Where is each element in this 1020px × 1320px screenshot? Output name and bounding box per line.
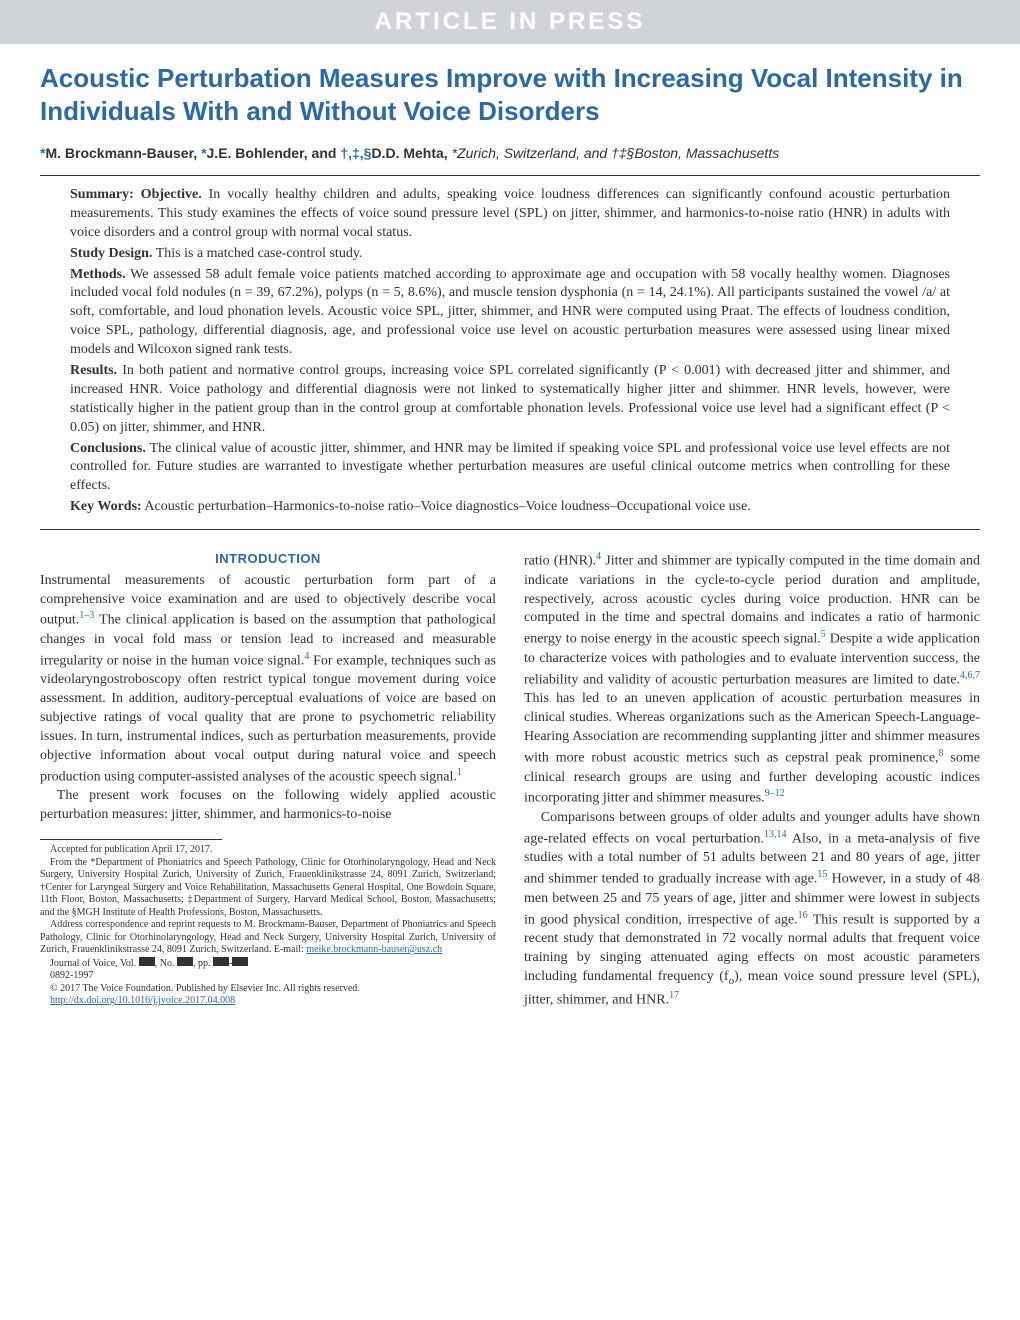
footnote-text: , No. bbox=[155, 958, 177, 969]
citation-superscript[interactable]: 16 bbox=[798, 910, 808, 921]
abstract-text: In both patient and normative control gr… bbox=[70, 363, 950, 435]
abstract-design: Study Design. This is a matched case-con… bbox=[70, 245, 950, 264]
abstract-summary: Summary: Objective. In vocally healthy c… bbox=[70, 186, 950, 243]
abstract-label: Key Words: bbox=[70, 499, 142, 514]
citation-superscript[interactable]: 13,14 bbox=[764, 829, 787, 840]
footnote-copyright: © 2017 The Voice Foundation. Published b… bbox=[40, 983, 496, 996]
abstract-conclusions: Conclusions. The clinical value of acous… bbox=[70, 440, 950, 497]
article-title: Acoustic Perturbation Measures Improve w… bbox=[40, 62, 980, 127]
footnote-issn: 0892-1997 bbox=[40, 970, 496, 983]
author-name: D.D. Mehta, bbox=[371, 145, 451, 161]
footnote-from: From the *Department of Phoniatrics and … bbox=[40, 857, 496, 920]
body-text: For example, techniques such as videolar… bbox=[40, 654, 496, 785]
body-columns: INTRODUCTION Instrumental measurements o… bbox=[40, 550, 980, 1010]
body-text: The present work focuses on the followin… bbox=[40, 788, 496, 822]
footnote-email-link[interactable]: meike.brockmann-bauser@usz.ch bbox=[306, 944, 442, 955]
abstract-label: Methods. bbox=[70, 267, 126, 282]
citation-superscript[interactable]: 1 bbox=[457, 767, 462, 778]
body-paragraph: The present work focuses on the followin… bbox=[40, 787, 496, 825]
footnote-journal: Journal of Voice, Vol. , No. , pp. - bbox=[40, 957, 496, 971]
body-text: ratio (HNR). bbox=[524, 554, 596, 569]
footnote-accepted: Accepted for publication April 17, 2017. bbox=[40, 844, 496, 857]
abstract-text: Acoustic perturbation–Harmonics-to-noise… bbox=[142, 499, 751, 514]
author-name: J.E. Bohlender, and bbox=[207, 145, 341, 161]
citation-superscript[interactable]: 17 bbox=[669, 990, 679, 1001]
abstract-label: Results. bbox=[70, 363, 117, 378]
abstract-text: This is a matched case-control study. bbox=[152, 246, 362, 261]
abstract-methods: Methods. We assessed 58 adult female voi… bbox=[70, 266, 950, 360]
footnote-text: , pp. bbox=[193, 958, 213, 969]
abstract-text: We assessed 58 adult female voice patien… bbox=[70, 267, 950, 358]
redacted-box-icon bbox=[213, 957, 229, 966]
redacted-box-icon bbox=[177, 957, 193, 966]
abstract-text: In vocally healthy children and adults, … bbox=[70, 187, 950, 240]
right-column: ratio (HNR).4 Jitter and shimmer are typ… bbox=[524, 550, 980, 1010]
citation-superscript[interactable]: 4,6,7 bbox=[960, 670, 980, 681]
abstract-label: Conclusions. bbox=[70, 441, 146, 456]
footnote-doi: http://dx.doi.org/10.1016/j.jvoice.2017.… bbox=[40, 995, 496, 1008]
abstract-results: Results. In both patient and normative c… bbox=[70, 362, 950, 438]
author-affiliations: *Zurich, Switzerland, and †‡§Boston, Mas… bbox=[452, 145, 780, 161]
redacted-box-icon bbox=[232, 957, 248, 966]
citation-superscript[interactable]: 15 bbox=[817, 869, 827, 880]
abstract-keywords: Key Words: Acoustic perturbation–Harmoni… bbox=[70, 498, 950, 517]
author-line: *M. Brockmann-Bauser, *J.E. Bohlender, a… bbox=[40, 145, 980, 161]
divider-top bbox=[40, 175, 980, 176]
footnote-address: Address correspondence and reprint reque… bbox=[40, 919, 496, 957]
left-column: INTRODUCTION Instrumental measurements o… bbox=[40, 550, 496, 1010]
article-in-press-banner: ARTICLE IN PRESS bbox=[0, 0, 1020, 44]
citation-superscript[interactable]: 1–3 bbox=[79, 610, 94, 621]
body-paragraph: Instrumental measurements of acoustic pe… bbox=[40, 572, 496, 788]
abstract-label: Study Design. bbox=[70, 246, 152, 261]
footnotes-block: Accepted for publication April 17, 2017.… bbox=[40, 844, 496, 1008]
body-paragraph: Comparisons between groups of older adul… bbox=[524, 809, 980, 1010]
abstract-label: Summary: Objective. bbox=[70, 187, 202, 202]
citation-superscript[interactable]: 9–12 bbox=[765, 788, 785, 799]
body-text: This has led to an uneven application of… bbox=[524, 691, 980, 765]
redacted-box-icon bbox=[139, 957, 155, 966]
introduction-heading: INTRODUCTION bbox=[40, 550, 496, 568]
abstract-text: The clinical value of acoustic jitter, s… bbox=[70, 441, 950, 494]
page-content: Acoustic Perturbation Measures Improve w… bbox=[0, 44, 1020, 1040]
abstract-block: Summary: Objective. In vocally healthy c… bbox=[40, 186, 980, 517]
footnote-doi-link[interactable]: http://dx.doi.org/10.1016/j.jvoice.2017.… bbox=[50, 995, 235, 1006]
footnote-divider bbox=[40, 839, 222, 840]
footnote-text: Journal of Voice, Vol. bbox=[50, 958, 139, 969]
author-name: M. Brockmann-Bauser, bbox=[45, 145, 201, 161]
divider-bottom bbox=[40, 529, 980, 530]
affiliation-marker: †,‡,§ bbox=[340, 145, 371, 161]
body-paragraph: ratio (HNR).4 Jitter and shimmer are typ… bbox=[524, 550, 980, 809]
